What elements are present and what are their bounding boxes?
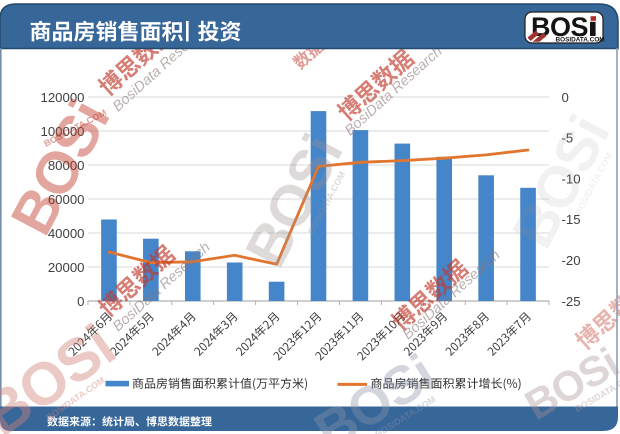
svg-text:0: 0	[77, 294, 84, 309]
svg-text:-5: -5	[562, 131, 574, 146]
svg-text:BOSIDATA.COM: BOSIDATA.COM	[556, 37, 605, 44]
svg-text:100000: 100000	[40, 124, 84, 139]
svg-text:-10: -10	[562, 171, 581, 186]
svg-text:40000: 40000	[48, 226, 85, 241]
svg-text:-15: -15	[562, 212, 581, 227]
svg-text:80000: 80000	[48, 158, 85, 173]
svg-text:20000: 20000	[48, 260, 85, 275]
svg-text:-20: -20	[562, 253, 581, 268]
svg-text:120000: 120000	[40, 90, 84, 105]
svg-text:0: 0	[562, 90, 569, 105]
svg-text:-25: -25	[562, 294, 581, 309]
svg-text:60000: 60000	[48, 192, 85, 207]
